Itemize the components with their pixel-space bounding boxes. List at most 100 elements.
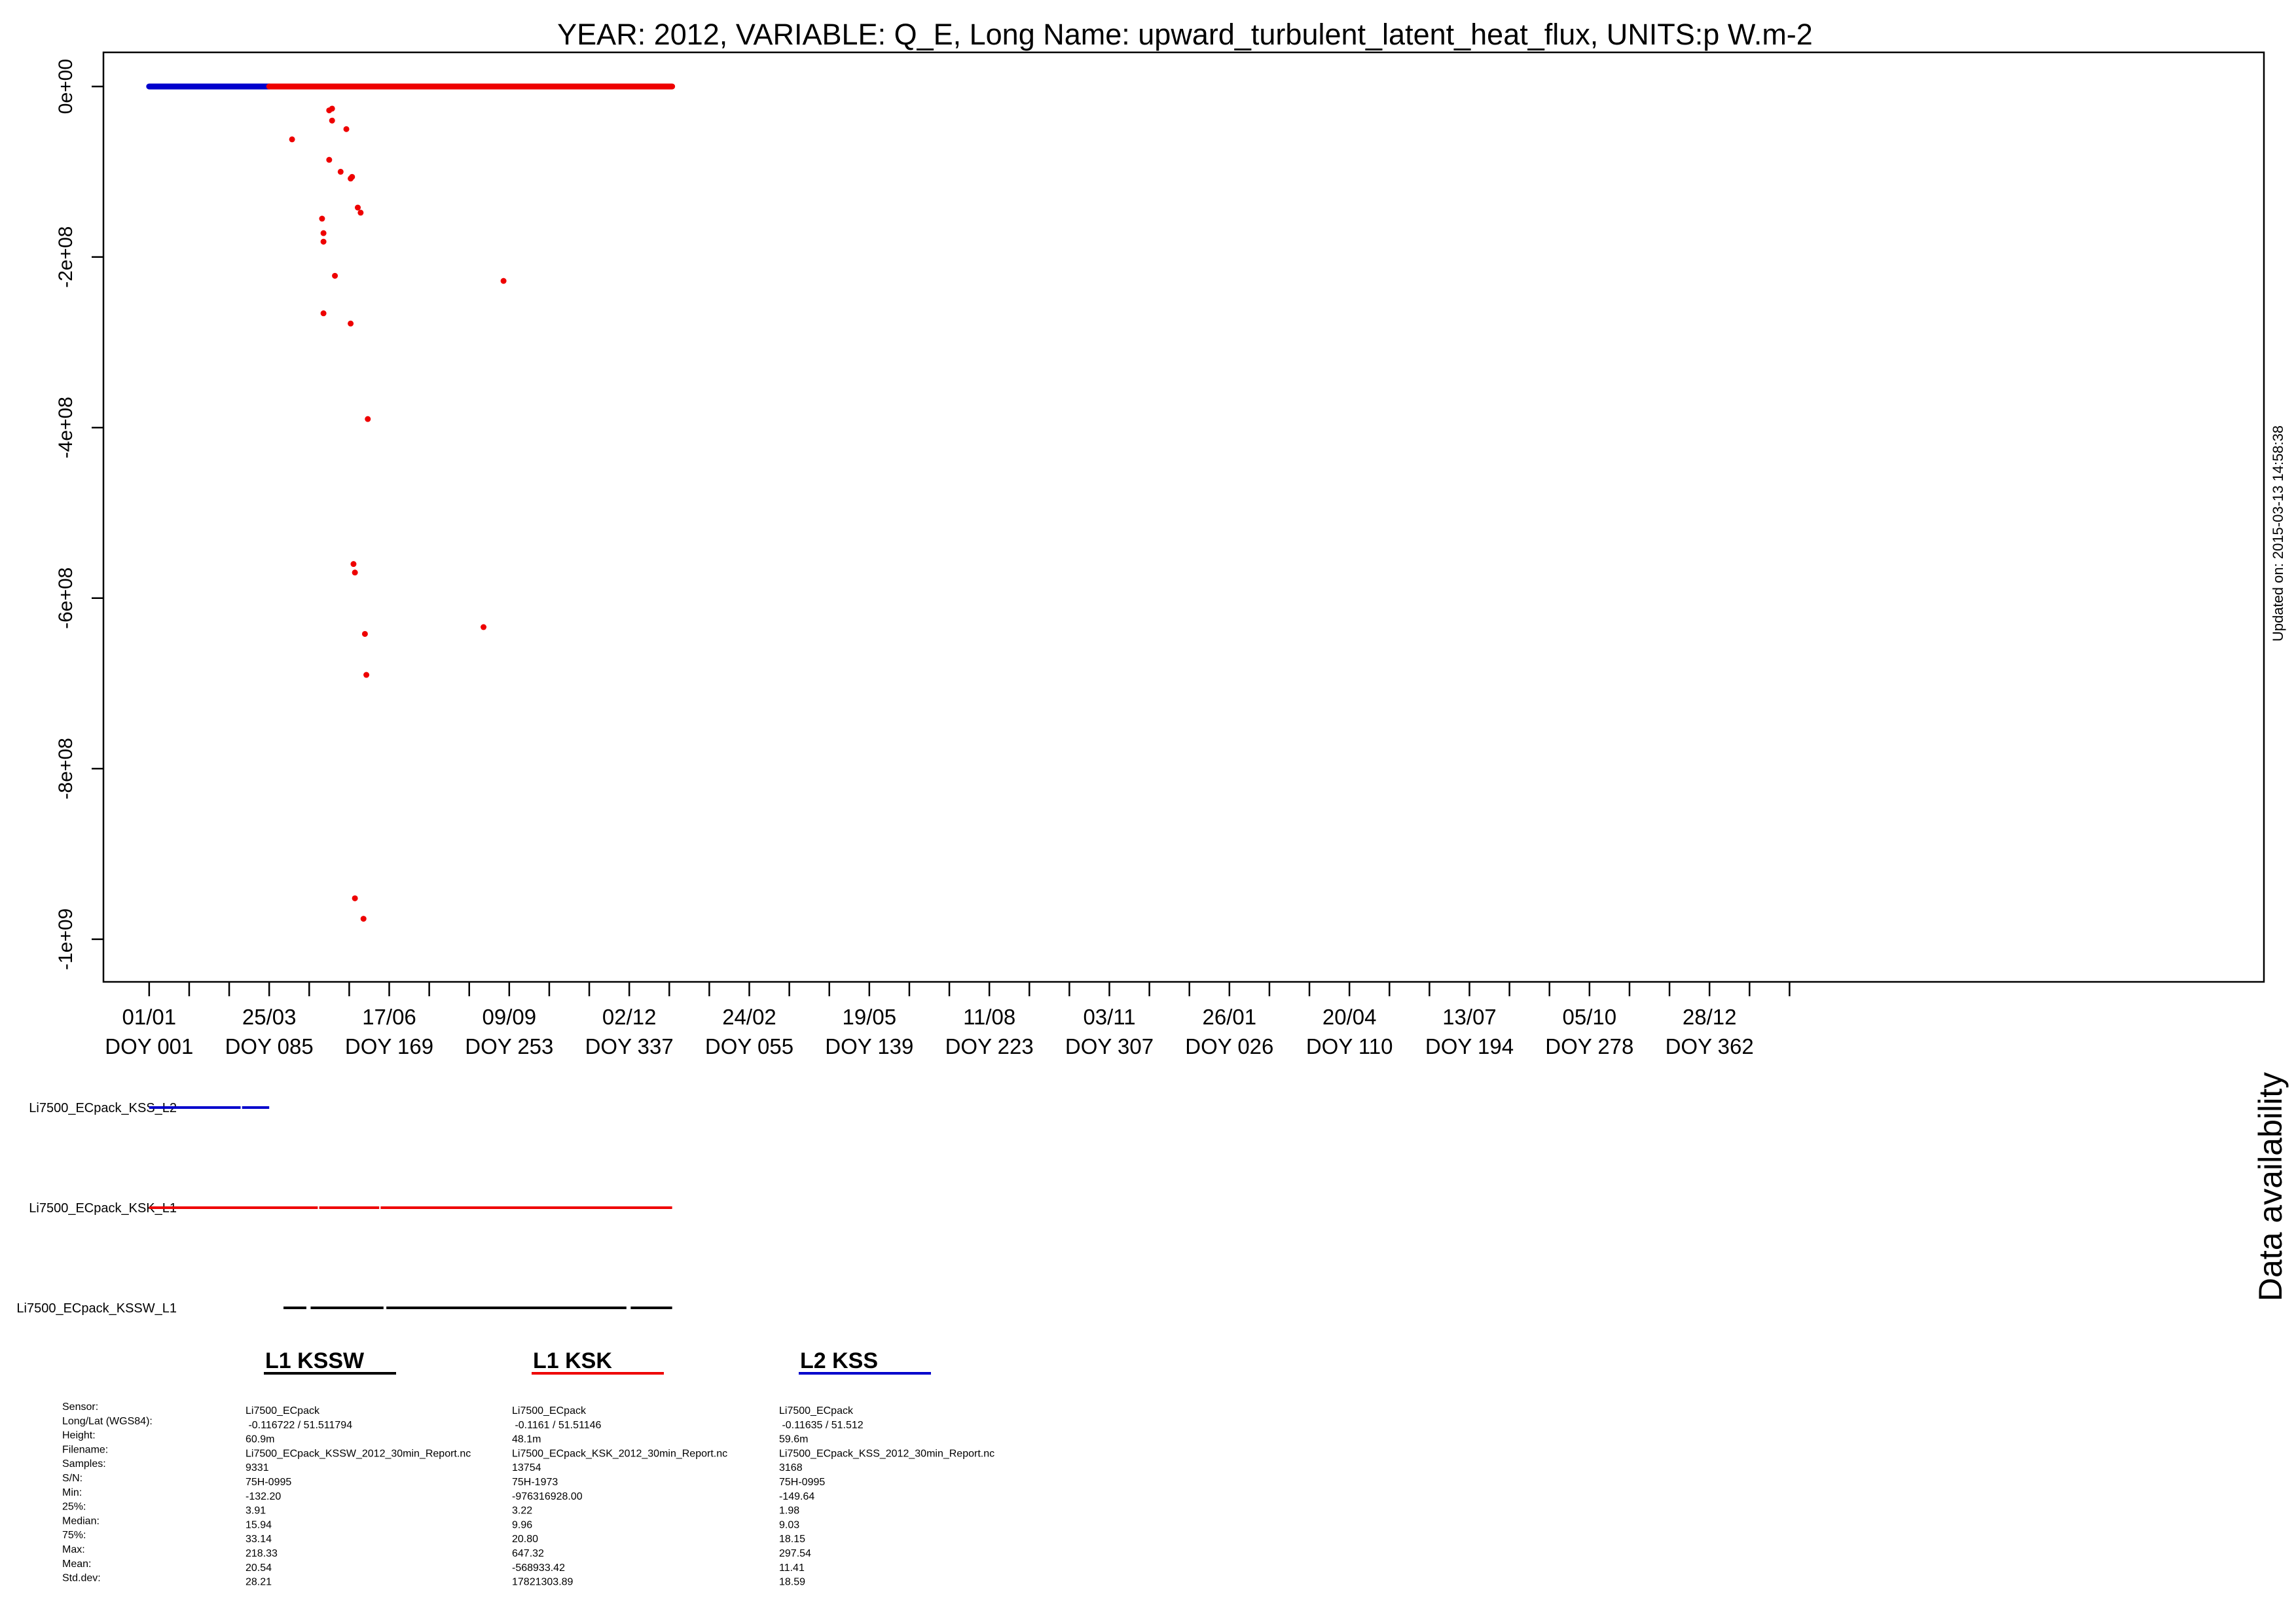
- stats-cell: 33.14: [246, 1534, 272, 1545]
- x-tick-label-date: 05/10: [1563, 1005, 1617, 1029]
- stats-header: Filename:: [62, 1444, 108, 1455]
- stats-cell: 20.80: [512, 1534, 538, 1545]
- y-tick-label: 0e+00: [55, 59, 77, 114]
- stats-header: S/N:: [62, 1473, 82, 1484]
- stats-cell: -0.11635 / 51.512: [779, 1420, 864, 1431]
- data-point: [363, 672, 370, 678]
- stats-cell: Li7500_ECpack: [246, 1405, 320, 1416]
- data-point: [320, 310, 327, 317]
- stats-cell: 9.03: [779, 1519, 799, 1530]
- stats-cell: 60.9m: [246, 1434, 274, 1445]
- availability-label: Li7500_ECpack_KSSW_L1: [16, 1301, 177, 1316]
- data-point: [326, 156, 333, 163]
- data-point: [350, 561, 357, 568]
- x-tick-label-doy: DOY 307: [1065, 1034, 1154, 1058]
- stats-cell: 18.15: [779, 1534, 805, 1545]
- stats-header: Height:: [62, 1430, 96, 1441]
- x-axis: 01/01 DOY 001 25/03 DOY 085 17/06 DOY 169 09/0…: [105, 982, 1791, 1058]
- data-point: [329, 105, 335, 112]
- x-tick-label-date: 11/08: [963, 1005, 1015, 1029]
- data-point: [352, 895, 358, 901]
- data-point: [343, 126, 350, 132]
- x-tick-label-doy: DOY 055: [705, 1034, 793, 1058]
- stats-cell: Li7500_ECpack_KSK_2012_30min_Report.nc: [512, 1448, 727, 1459]
- data-point: [361, 630, 368, 637]
- stats-header: Long/Lat (WGS84):: [62, 1416, 153, 1427]
- stats-cell: 647.32: [512, 1548, 544, 1559]
- stats-cell: 9.96: [512, 1519, 532, 1530]
- legend-label: L1 KSSW: [265, 1348, 365, 1373]
- stats-cell: -976316928.00: [512, 1491, 583, 1502]
- availability-title: Data availability: [2252, 1072, 2289, 1301]
- data-point: [360, 916, 367, 922]
- plot-area-border: [102, 51, 2265, 983]
- stats-cell: -149.64: [779, 1491, 814, 1502]
- x-tick-label-doy: DOY 278: [1545, 1034, 1633, 1058]
- stats-cell: -0.1161 / 51.51146: [512, 1420, 602, 1431]
- x-tick-label-doy: DOY 169: [345, 1034, 433, 1058]
- stats-cell: 1.98: [779, 1506, 799, 1517]
- x-tick-label-date: 17/06: [362, 1005, 416, 1029]
- stats-cell: 15.94: [246, 1519, 272, 1530]
- legend: L1 KSSW L1 KSK L2 KSS: [264, 1348, 931, 1375]
- x-tick-label-doy: DOY 362: [1666, 1034, 1754, 1058]
- x-tick-label-date: 09/09: [483, 1005, 537, 1029]
- y-tick-label: -8e+08: [55, 738, 77, 799]
- x-tick-label-doy: DOY 085: [225, 1034, 314, 1058]
- stats-header: Samples:: [62, 1458, 106, 1470]
- data-point: [357, 209, 364, 216]
- legend-label: L1 KSK: [533, 1348, 612, 1373]
- data-point: [500, 278, 507, 284]
- x-tick-label-doy: DOY 253: [465, 1034, 553, 1058]
- stats-cell: 18.59: [779, 1577, 805, 1588]
- stats-cell: Li7500_ECpack: [779, 1405, 854, 1416]
- stats-cell: 3168: [779, 1462, 803, 1473]
- stats-cell: Li7500_ECpack_KSSW_2012_30min_Report.nc: [246, 1448, 471, 1459]
- data-point: [319, 215, 325, 222]
- y-tick-label: -4e+08: [55, 397, 77, 458]
- stats-cell: 28.21: [246, 1577, 272, 1588]
- x-tick-label-doy: DOY 223: [945, 1034, 1034, 1058]
- stats-cell: 20.54: [246, 1562, 272, 1574]
- legend-label: L2 KSS: [800, 1348, 878, 1373]
- x-tick-label-date: 20/04: [1322, 1005, 1377, 1029]
- chart-title: YEAR: 2012, VARIABLE: Q_E, Long Name: up…: [557, 18, 1813, 51]
- data-point: [337, 168, 344, 175]
- data-point: [349, 173, 355, 180]
- x-tick-label-doy: DOY 026: [1185, 1034, 1273, 1058]
- data-point: [320, 238, 327, 245]
- x-tick-label-doy: DOY 001: [105, 1034, 193, 1058]
- y-tick-label: -2e+08: [55, 226, 77, 288]
- x-tick-label-doy: DOY 110: [1306, 1034, 1393, 1058]
- data-point: [352, 569, 358, 576]
- stats-header: Std.dev:: [62, 1573, 101, 1584]
- stats-cell: 59.6m: [779, 1434, 808, 1445]
- x-tick-label-date: 03/11: [1083, 1005, 1135, 1029]
- stats-cell: 48.1m: [512, 1434, 541, 1445]
- stats-cell: 218.33: [246, 1548, 278, 1559]
- stats-cell: Li7500_ECpack_KSS_2012_30min_Report.nc: [779, 1448, 994, 1459]
- data-point: [365, 416, 371, 422]
- x-tick-label-date: 19/05: [843, 1005, 897, 1029]
- data-point: [329, 117, 335, 124]
- stats-header: Sensor:: [62, 1401, 98, 1413]
- updated-timestamp: Updated on: 2015-03-13 14:58:38: [2270, 425, 2286, 641]
- stats-table: Sensor: Long/Lat (WGS84): Height: Filename:…: [62, 1401, 994, 1588]
- availability-panel: Li7500_ECpack_KSS_L2 Li7500_ECpack_KSK_L1…: [16, 1101, 672, 1316]
- stats-cell: 9331: [246, 1462, 269, 1473]
- stats-header: 75%:: [62, 1530, 86, 1541]
- x-tick-label-date: 26/01: [1203, 1005, 1257, 1029]
- y-tick-label: -1e+09: [55, 909, 77, 970]
- data-point: [348, 320, 354, 327]
- y-axis: 0e+00 -2e+08 -4e+08 -6e+08 -8e+08 -1e+09: [55, 59, 103, 970]
- stats-cell: 3.91: [246, 1506, 266, 1517]
- stats-header: Median:: [62, 1515, 100, 1526]
- x-tick-label-date: 24/02: [722, 1005, 776, 1029]
- x-tick-label-date: 01/01: [122, 1005, 177, 1029]
- stats-header: 25%:: [62, 1502, 86, 1513]
- stats-cell: 75H-0995: [779, 1477, 825, 1488]
- series-layer: [146, 83, 676, 922]
- stats-cell: 3.22: [512, 1506, 532, 1517]
- stats-cell: Li7500_ECpack: [512, 1405, 587, 1416]
